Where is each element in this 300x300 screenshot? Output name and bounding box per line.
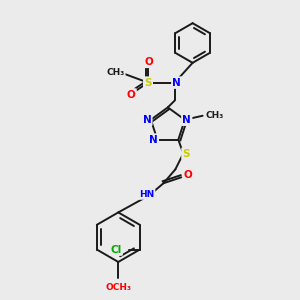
Text: N: N (149, 135, 158, 145)
Text: HN: HN (139, 190, 154, 199)
Text: O: O (145, 57, 153, 67)
Text: O: O (184, 170, 193, 180)
Text: Cl: Cl (110, 244, 122, 255)
Text: S: S (144, 78, 152, 88)
Text: OCH₃: OCH₃ (105, 283, 131, 292)
Text: N: N (142, 115, 151, 125)
Text: N: N (182, 115, 191, 125)
Text: N: N (172, 78, 181, 88)
Text: O: O (127, 89, 136, 100)
Text: S: S (182, 148, 190, 158)
Text: CH₃: CH₃ (206, 111, 224, 120)
Text: CH₃: CH₃ (106, 68, 124, 77)
